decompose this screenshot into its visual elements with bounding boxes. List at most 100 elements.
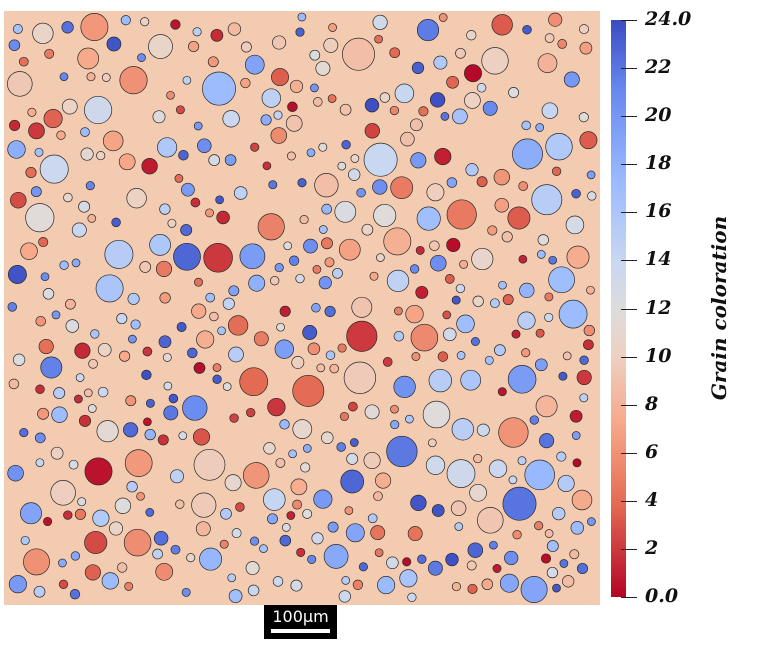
- grain: [163, 381, 173, 391]
- grain: [504, 550, 519, 566]
- grain: [339, 103, 352, 116]
- grain: [440, 112, 450, 121]
- grain: [302, 508, 313, 519]
- grain: [524, 459, 555, 491]
- grain: [19, 428, 29, 438]
- grain: [84, 457, 113, 486]
- grain: [205, 208, 214, 218]
- grain: [393, 330, 405, 342]
- grain: [286, 151, 296, 161]
- grain: [467, 583, 478, 594]
- colorbar-tick-label: 18: [645, 152, 672, 174]
- grain: [539, 433, 555, 449]
- grain: [281, 523, 291, 532]
- grain: [407, 526, 423, 542]
- grain: [119, 350, 131, 362]
- grain: [415, 285, 429, 299]
- grain: [144, 428, 156, 441]
- grain: [80, 127, 90, 137]
- grain: [58, 579, 69, 589]
- grain: [302, 325, 318, 340]
- grain: [431, 504, 445, 517]
- grain: [90, 329, 100, 339]
- grain: [389, 47, 401, 59]
- grain: [430, 254, 447, 272]
- grain: [445, 552, 459, 567]
- grain: [508, 87, 520, 98]
- grain: [143, 417, 152, 427]
- grain: [494, 344, 506, 356]
- grain: [337, 161, 347, 171]
- grain: [84, 95, 113, 125]
- grain: [28, 122, 45, 140]
- grain: [229, 413, 239, 423]
- grain: [508, 475, 518, 485]
- grain: [323, 544, 349, 569]
- grain: [476, 423, 490, 437]
- grain: [548, 12, 563, 27]
- grain: [410, 152, 427, 169]
- grain: [7, 265, 27, 284]
- grain: [227, 315, 249, 336]
- colorbar-tick: [621, 405, 637, 406]
- grain: [374, 548, 384, 558]
- grain: [349, 438, 359, 447]
- grain: [300, 462, 311, 473]
- grain: [350, 154, 360, 163]
- grain: [521, 120, 531, 131]
- grain: [190, 197, 201, 208]
- grain: [520, 576, 548, 603]
- grain: [477, 507, 504, 534]
- grain: [182, 395, 208, 421]
- grain: [323, 37, 339, 53]
- grain: [8, 575, 27, 594]
- grain: [142, 346, 153, 357]
- colorbar-tick: [621, 116, 637, 117]
- grain: [306, 148, 316, 158]
- grain: [409, 264, 420, 274]
- grain: [96, 151, 106, 161]
- grain: [182, 75, 192, 85]
- grain: [253, 331, 269, 347]
- grain: [159, 203, 171, 215]
- grain: [74, 394, 83, 404]
- grain: [193, 121, 203, 131]
- grain: [23, 548, 50, 576]
- grain: [196, 330, 215, 349]
- grain: [502, 486, 537, 521]
- colorbar-tick-label: 10: [645, 345, 672, 367]
- grain: [181, 587, 191, 597]
- grain: [446, 75, 459, 89]
- grain: [191, 303, 207, 319]
- grain: [260, 114, 272, 126]
- grain: [484, 355, 494, 365]
- grain: [272, 576, 284, 587]
- grain: [511, 329, 521, 339]
- grain: [517, 456, 527, 466]
- grain: [224, 154, 237, 166]
- grain: [316, 363, 326, 373]
- grain: [548, 266, 575, 294]
- grain: [466, 30, 477, 41]
- grain: [410, 118, 423, 132]
- grain: [411, 61, 425, 75]
- grain: [61, 98, 78, 115]
- grain: [417, 554, 427, 564]
- grain: [364, 404, 380, 420]
- grain: [442, 310, 452, 320]
- grain: [270, 127, 288, 144]
- grain: [207, 56, 219, 68]
- grain: [341, 576, 351, 585]
- grain: [38, 338, 54, 355]
- grain: [536, 250, 546, 259]
- grain: [534, 521, 544, 531]
- grain: [535, 123, 545, 132]
- grain: [35, 315, 46, 327]
- grain: [535, 328, 545, 338]
- grain: [35, 384, 45, 395]
- grain: [137, 53, 146, 62]
- grain: [579, 41, 593, 55]
- grain: [571, 431, 581, 440]
- grain: [375, 472, 392, 489]
- grain: [85, 181, 95, 191]
